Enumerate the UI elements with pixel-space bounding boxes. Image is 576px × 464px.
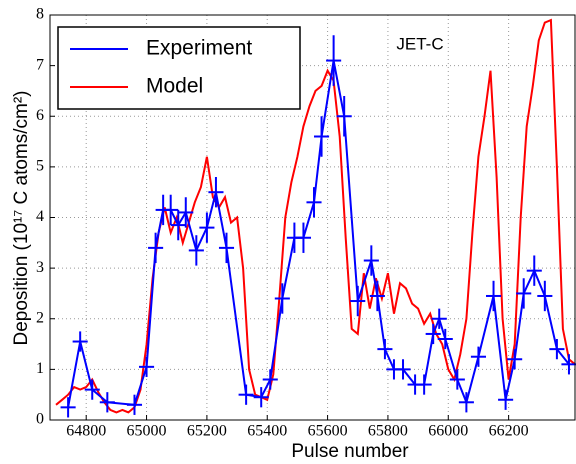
series-line <box>55 18 575 414</box>
x-tick-label: 65800 <box>368 423 408 440</box>
x-axis-label: Pulse number <box>291 441 409 462</box>
y-tick-label: 1 <box>36 360 44 377</box>
legend-label: Model <box>146 75 203 98</box>
y-tick-label: 0 <box>36 411 44 428</box>
x-tick-label: 65000 <box>127 423 167 440</box>
y-tick-label: 5 <box>36 158 44 175</box>
y-tick-label: 7 <box>36 56 44 73</box>
plot-frame <box>49 14 576 421</box>
y-tick-label: 4 <box>36 208 44 225</box>
x-tick-label: 66000 <box>428 423 468 440</box>
y-tick-label: 2 <box>36 309 44 326</box>
y-tick-label: 8 <box>36 6 44 23</box>
x-tick-label: 65200 <box>187 423 227 440</box>
x-tick-label: 64800 <box>66 423 106 440</box>
annotation: JET-C <box>396 34 443 53</box>
x-tick-label: 66200 <box>489 423 529 440</box>
y-tick-label: 6 <box>36 107 44 124</box>
y-axis-label: Deposition (10¹⁷ C atoms/cm²) <box>11 91 32 346</box>
legend-box <box>57 26 301 110</box>
x-tick-label: 65600 <box>308 423 348 440</box>
x-tick-label: 65400 <box>247 423 287 440</box>
legend-label: Experiment <box>146 37 252 60</box>
y-tick-label: 3 <box>36 259 44 276</box>
